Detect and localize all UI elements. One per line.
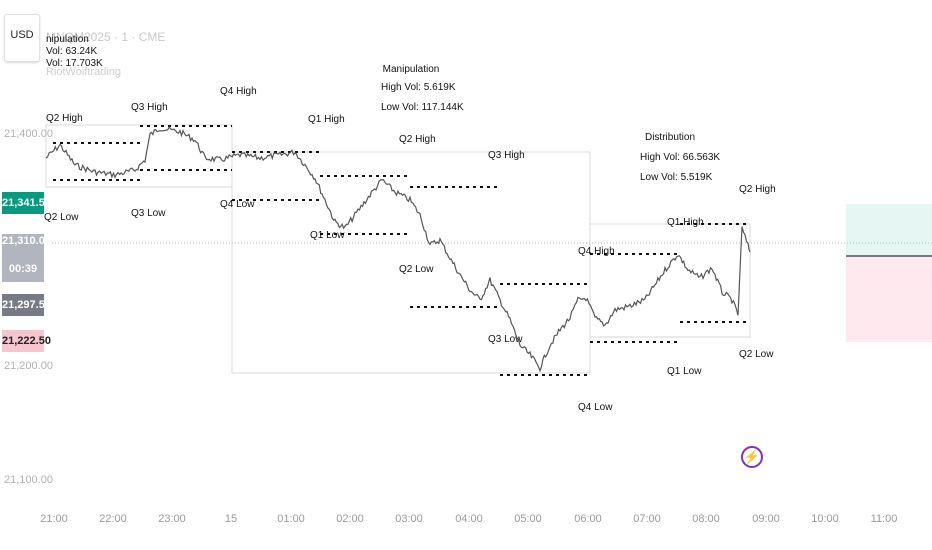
q-label: Q2 Low: [44, 212, 79, 223]
q-label: Q1 High: [308, 114, 345, 125]
lightning-icon[interactable]: ⚡: [741, 446, 763, 468]
watermark: RiotWolftrading: [46, 66, 121, 78]
q-label: Q1 Low: [667, 366, 702, 377]
level-lines: [53, 125, 750, 376]
q-label: Q3 Low: [131, 208, 166, 219]
time-axis-label: 11:00: [870, 513, 898, 525]
currency-button[interactable]: USD: [4, 14, 40, 62]
q-label: Q4 High: [220, 86, 257, 97]
time-axis-label: 15: [224, 513, 238, 525]
price-tag-close: 21,310.00: [2, 234, 51, 250]
range-boxes: [45, 124, 751, 374]
price-axis-label: 21,100.00: [4, 474, 53, 486]
time-axis-label: 23:00: [158, 513, 186, 525]
time-axis-label: 10:00: [811, 513, 839, 525]
q-label: Q2 High: [46, 113, 83, 124]
range-box-1: [45, 124, 233, 188]
range-box-2: [231, 151, 591, 374]
time-axis-label: 09:00: [752, 513, 780, 525]
time-axis-label: 04:00: [455, 513, 483, 525]
price-line: [45, 125, 751, 373]
q-label: Q3 High: [488, 150, 525, 161]
q-label: Q4 High: [578, 246, 615, 257]
price-tag-stop: 21,222.50: [2, 330, 51, 352]
loss-zone[interactable]: [846, 256, 932, 342]
q-label: Q3 High: [131, 102, 168, 113]
time-axis-label: 03:00: [395, 513, 423, 525]
time-axis-label: 08:00: [692, 513, 720, 525]
time-axis-label: 05:00: [514, 513, 542, 525]
range-box-3: [589, 223, 751, 338]
time-axis-label: 02:00: [336, 513, 364, 525]
countdown-tag: 00:39: [2, 250, 44, 282]
time-axis-label: 07:00: [633, 513, 661, 525]
q-label: Q3 Low: [488, 334, 523, 345]
price-tag-entry: 21,297.50: [2, 294, 51, 316]
time-axis-label: 06:00: [574, 513, 602, 525]
q-label: Q2 High: [739, 184, 776, 195]
q-label: Q4 Low: [220, 199, 255, 210]
profit-zone[interactable]: [846, 204, 932, 256]
q-label: Q2 Low: [399, 264, 434, 275]
q-label: Q1 High: [667, 217, 704, 228]
annotation-top-left: nipulation Vol: 63.24K Vol: 17.703K: [46, 34, 103, 69]
currency-label: USD: [10, 29, 34, 41]
q-label: Q1 Low: [310, 230, 345, 241]
time-axis-label: 21:00: [40, 513, 68, 525]
symbol-title: MNQM2025 · 1 · CME: [46, 30, 166, 44]
annotation-manipulation: Manipulation High Vol: 5.619K Low Vol: 1…: [381, 64, 464, 113]
price-tag-last: 21,341.50: [2, 192, 51, 214]
q-label: Q4 Low: [578, 402, 613, 413]
time-axis-label: 22:00: [99, 513, 127, 525]
q-label: Q2 Low: [739, 349, 774, 360]
q-label: Q2 High: [399, 134, 436, 145]
time-axis-label: 01:00: [277, 513, 305, 525]
annotation-distribution: Distribution High Vol: 66.563K Low Vol: …: [640, 132, 721, 183]
price-axis-label: 21,400.00: [4, 128, 53, 140]
price-axis-label: 21,200.00: [4, 360, 53, 372]
